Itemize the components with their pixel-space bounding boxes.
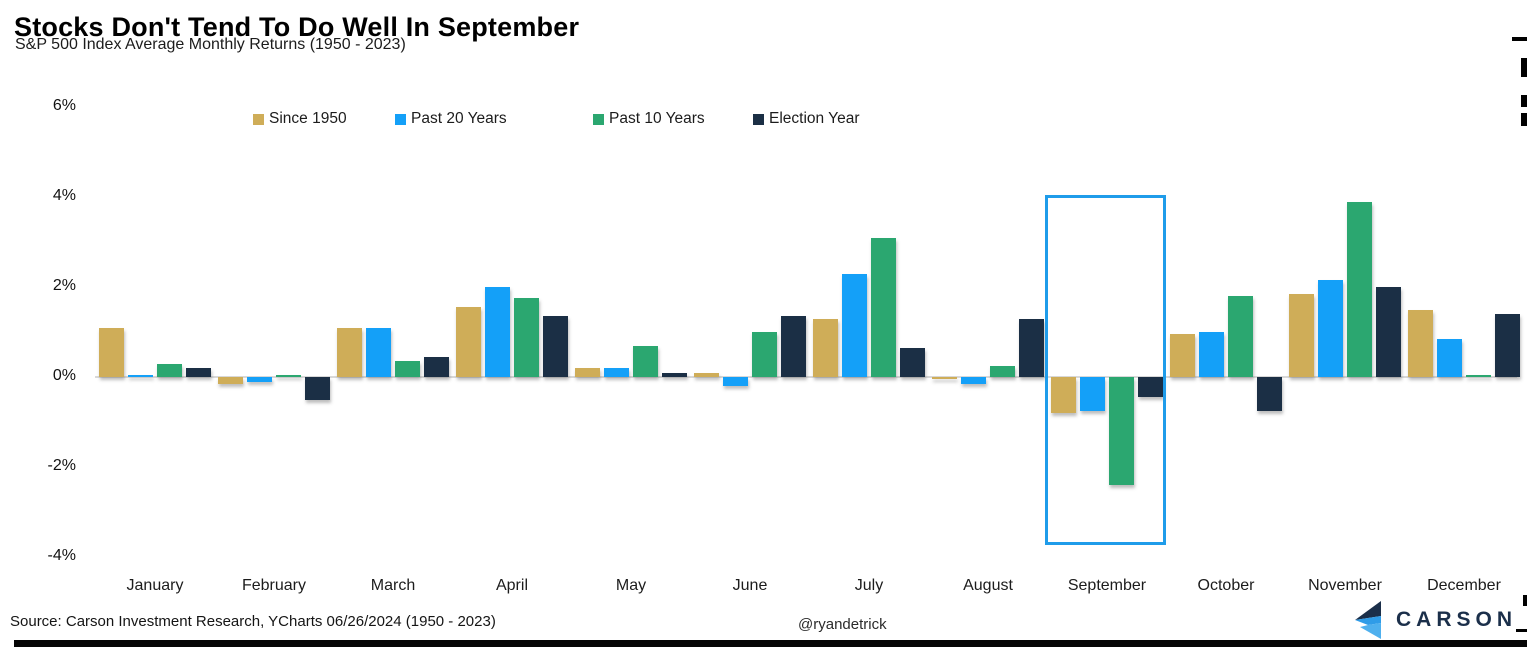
bar-august-past-10-years: [990, 365, 1015, 377]
legend-item-election-year: Election Year: [753, 110, 860, 128]
bar-december-election-year: [1495, 314, 1520, 377]
bar-january-election-year: [186, 368, 211, 377]
legend-label: Past 10 Years: [609, 110, 705, 127]
carson-chevron-icon: [1354, 601, 1382, 639]
bar-november-since-1950: [1289, 293, 1314, 377]
bar-august-past-20-years: [961, 377, 986, 384]
bar-june-past-20-years: [723, 377, 748, 386]
right-edge-mark: [1521, 95, 1527, 107]
bar-august-since-1950: [932, 377, 957, 380]
x-axis-label-april: April: [495, 577, 528, 594]
x-axis-label-august: August: [963, 577, 1013, 594]
bar-april-past-20-years: [485, 287, 510, 377]
bar-october-past-20-years: [1199, 332, 1224, 377]
right-edge-mark: [1523, 595, 1527, 606]
bar-may-past-10-years: [633, 345, 658, 377]
legend-swatch-icon: [395, 113, 406, 125]
y-axis-tick-label: 2%: [52, 277, 76, 294]
legend-label: Election Year: [769, 110, 860, 127]
bar-october-election-year: [1257, 377, 1282, 411]
bar-september-since-1950: [1051, 377, 1076, 413]
bar-may-since-1950: [575, 368, 600, 377]
bar-july-election-year: [900, 347, 925, 377]
chart-legend: Since 1950 Past 20 Years Past 10 Years Elec…: [0, 110, 1527, 130]
bar-february-since-1950: [218, 377, 243, 384]
x-axis-label-february: February: [241, 577, 307, 594]
carson-wordmark: CARSON: [1396, 608, 1518, 631]
bar-september-past-20-years: [1080, 377, 1105, 411]
september-highlight-box: [1045, 195, 1166, 545]
bar-february-past-10-years: [276, 374, 301, 377]
author-handle: @ryandetrick: [798, 616, 887, 633]
bar-may-election-year: [662, 372, 687, 377]
bar-july-past-10-years: [871, 237, 896, 377]
bar-january-past-20-years: [128, 375, 153, 377]
bar-february-past-20-years: [247, 377, 272, 382]
legend-label: Past 20 Years: [411, 110, 507, 127]
right-edge-mark: [1512, 37, 1527, 41]
bar-november-past-20-years: [1318, 280, 1343, 377]
bar-february-election-year: [305, 377, 330, 400]
x-axis-label-june: June: [732, 577, 768, 594]
bar-april-election-year: [543, 316, 568, 377]
y-axis-tick-label: -2%: [47, 457, 76, 474]
x-axis-label-july: July: [854, 577, 884, 594]
zero-axis-line: [95, 376, 1517, 378]
y-axis-tick-label: -4%: [47, 547, 76, 564]
bar-july-past-20-years: [842, 273, 867, 377]
bar-january-past-10-years: [157, 363, 182, 377]
right-edge-mark: [1521, 58, 1527, 77]
bar-may-past-20-years: [604, 368, 629, 377]
bar-june-election-year: [781, 316, 806, 377]
bar-december-past-20-years: [1437, 338, 1462, 377]
legend-label: Since 1950: [269, 110, 347, 127]
x-axis-label-september: September: [1067, 577, 1147, 594]
bar-march-since-1950: [337, 327, 362, 377]
right-edge-mark: [1516, 629, 1527, 632]
bar-april-past-10-years: [514, 298, 539, 377]
right-edge-mark: [1521, 113, 1527, 126]
legend-item-past-10-years: Past 10 Years: [593, 110, 705, 128]
bar-april-since-1950: [456, 307, 481, 377]
bottom-border-bar: [14, 640, 1527, 647]
bar-january-since-1950: [99, 327, 124, 377]
bar-august-election-year: [1019, 318, 1044, 377]
bar-march-past-10-years: [395, 361, 420, 377]
legend-item-past-20-years: Past 20 Years: [395, 110, 507, 128]
y-axis-tick-label: 4%: [52, 187, 76, 204]
bar-december-past-10-years: [1466, 374, 1491, 377]
bar-june-past-10-years: [752, 332, 777, 377]
x-axis-label-october: October: [1197, 577, 1255, 594]
x-axis-label-december: December: [1427, 577, 1501, 594]
chart-subtitle: S&P 500 Index Average Monthly Returns (1…: [15, 36, 406, 53]
bar-november-election-year: [1376, 287, 1401, 377]
y-axis-tick-label: 6%: [52, 97, 76, 114]
legend-item-since-1950: Since 1950: [253, 110, 347, 128]
page-title: Stocks Don't Tend To Do Well In Septembe…: [14, 12, 580, 42]
bar-november-past-10-years: [1347, 201, 1372, 377]
bar-june-since-1950: [694, 372, 719, 377]
x-axis-label-march: March: [370, 577, 416, 594]
legend-swatch-icon: [593, 113, 604, 125]
x-axis-label-november: November: [1308, 577, 1382, 594]
x-axis-label-may: May: [615, 577, 647, 594]
bar-september-election-year: [1138, 377, 1163, 398]
legend-swatch-icon: [753, 113, 764, 125]
y-axis-tick-label: 0%: [52, 367, 76, 384]
x-axis-label-january: January: [126, 577, 184, 594]
source-attribution: Source: Carson Investment Research, YCha…: [10, 613, 496, 630]
legend-swatch-icon: [253, 113, 264, 125]
bar-december-since-1950: [1408, 309, 1433, 377]
bar-october-past-10-years: [1228, 296, 1253, 377]
bar-october-since-1950: [1170, 334, 1195, 377]
carson-logo: CARSON: [1354, 599, 1519, 641]
bar-march-election-year: [424, 356, 449, 377]
bar-march-past-20-years: [366, 327, 391, 377]
bar-july-since-1950: [813, 318, 838, 377]
bar-september-past-10-years: [1109, 377, 1134, 485]
